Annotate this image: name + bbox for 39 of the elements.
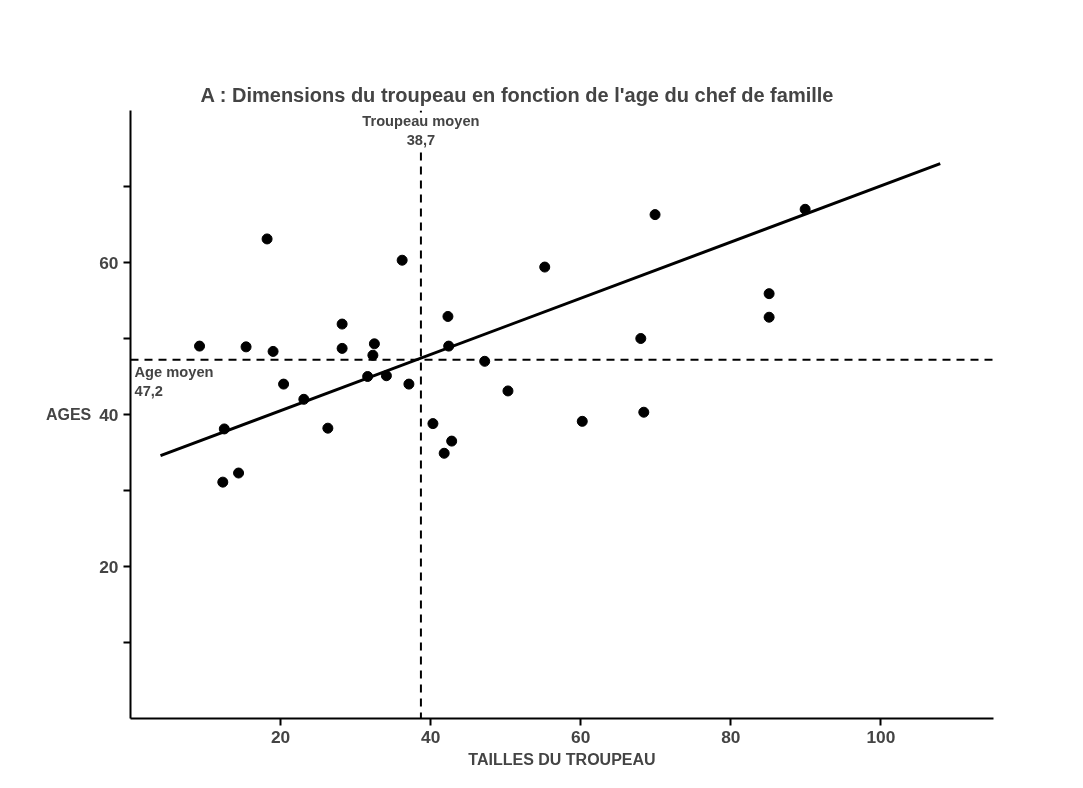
point: [446, 435, 458, 447]
point: [336, 318, 348, 330]
point: [635, 333, 647, 344]
point: [233, 467, 245, 479]
chart-title: A : Dimensions du troupeau en fonction de l'age du chef de famille: [200, 83, 834, 106]
point: [322, 422, 334, 434]
point: [336, 342, 348, 354]
point: [367, 349, 379, 361]
point: [427, 418, 439, 430]
point: [240, 341, 252, 353]
point: [403, 378, 415, 390]
x-tick-label: 20: [270, 726, 291, 747]
ref-line-label: Age moyen 47,2: [134, 363, 214, 399]
point: [396, 254, 408, 266]
y-axis-title: AGES: [45, 406, 92, 423]
point: [194, 340, 206, 352]
y-tick-label: 40: [99, 404, 119, 425]
point: [217, 476, 229, 488]
y-tick-label: 20: [99, 556, 119, 577]
ref-line-label: Troupeau moyen 38,7: [362, 112, 480, 148]
x-tick-label: 80: [721, 726, 741, 747]
point: [638, 406, 650, 418]
point: [442, 310, 454, 322]
x-tick-label: 40: [421, 726, 441, 747]
x-tick-label: 100: [866, 726, 896, 747]
x-tick-label: 60: [571, 726, 591, 747]
point: [763, 288, 775, 300]
point: [763, 311, 775, 323]
point: [438, 447, 450, 459]
point: [649, 209, 661, 221]
point: [267, 345, 279, 357]
x-axis-title: TAILLES DU TROUPEAU: [468, 750, 656, 768]
point: [261, 233, 273, 245]
y-tick-label: 60: [99, 252, 119, 273]
point: [502, 385, 514, 397]
point: [278, 378, 290, 390]
point: [368, 338, 380, 350]
point: [539, 261, 551, 273]
point: [576, 415, 588, 427]
